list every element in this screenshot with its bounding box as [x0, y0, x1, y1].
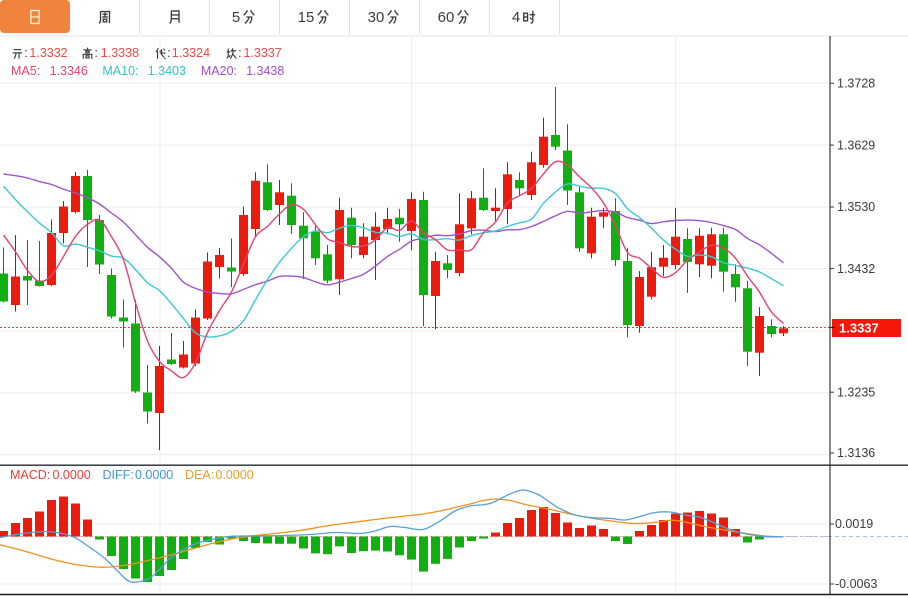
svg-text:-0.0063: -0.0063 [835, 577, 877, 591]
svg-text:0.0019: 0.0019 [835, 517, 873, 531]
svg-text:1.3530: 1.3530 [837, 200, 875, 214]
svg-text:1.3136: 1.3136 [837, 446, 875, 460]
svg-text:1.3629: 1.3629 [837, 138, 875, 152]
svg-text:1.3432: 1.3432 [837, 262, 875, 276]
svg-text:1.3728: 1.3728 [837, 76, 875, 90]
svg-text:1.3337: 1.3337 [839, 321, 879, 336]
svg-text:1.3235: 1.3235 [837, 385, 875, 399]
